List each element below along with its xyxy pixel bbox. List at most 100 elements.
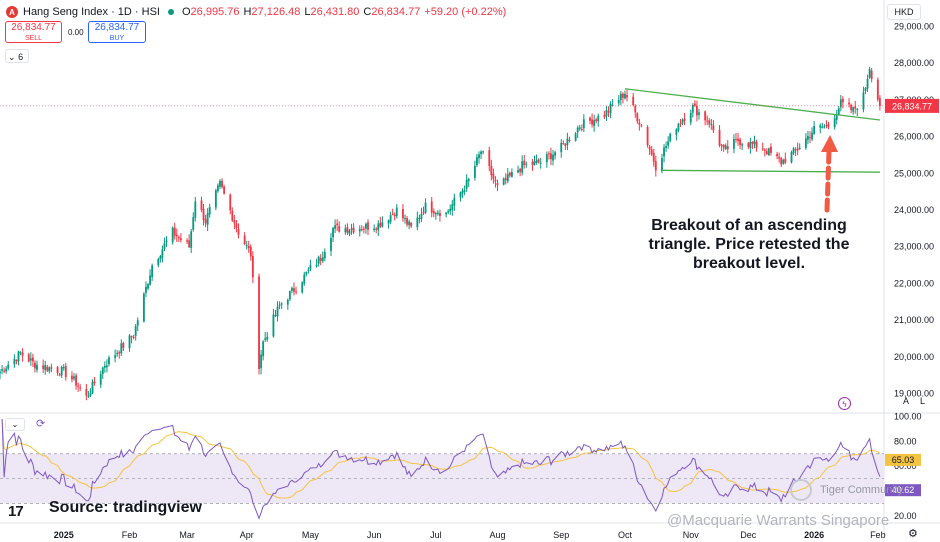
time-axis[interactable]: 2025 Feb Mar Apr May Jun Jul Aug Sep Oct Nov Dec 202… (54, 530, 886, 540)
candle-body (101, 367, 104, 374)
candle-body (27, 354, 30, 362)
candle-body (552, 154, 554, 161)
high-label: H (243, 6, 252, 18)
candle-body (735, 138, 737, 140)
candle-body (48, 367, 51, 372)
candle-body (607, 111, 610, 113)
candle-body (848, 102, 850, 105)
candle-body (574, 133, 577, 141)
candle-body (663, 147, 665, 157)
candle-body (251, 256, 254, 278)
indicators-toggle[interactable]: ⌄ 6 (5, 49, 29, 63)
candle-body (301, 282, 304, 293)
candle-body (609, 104, 612, 114)
candle-body (807, 135, 809, 140)
candle-body (504, 178, 507, 181)
price-axis[interactable]: 19,000.00 20,000.00 21,000.00 22,000.00 23,0… (0, 21, 939, 521)
candle-body (93, 381, 96, 384)
candle-body (654, 161, 657, 171)
candle-body (710, 123, 713, 125)
candle-body (506, 174, 509, 182)
candle-body (262, 341, 265, 357)
source-credit: Source: tradingview (49, 499, 202, 516)
candle-body (134, 326, 137, 336)
candle-body (393, 214, 396, 217)
exchange-logo-icon: A (6, 6, 18, 18)
time-tick-label: 2025 (54, 530, 74, 540)
arrow-shaft (824, 149, 832, 213)
trendline (624, 88, 880, 121)
candle-body (381, 222, 384, 226)
candle-body (365, 223, 367, 229)
last-price-tag (885, 98, 939, 113)
candle-body (677, 124, 680, 131)
candle-body (389, 215, 392, 222)
candle-body (336, 223, 339, 226)
close-value: 26,834.77 (371, 6, 421, 18)
candles (0, 66, 881, 401)
gear-icon[interactable]: ⚙ (908, 528, 918, 540)
candle-body (712, 125, 715, 131)
candle-body (416, 217, 419, 228)
candle-body (490, 165, 493, 175)
time-tick-label: May (302, 530, 320, 540)
candle-body (492, 173, 495, 179)
lightning-icon[interactable]: ϟ (838, 397, 851, 410)
candle-body (661, 158, 663, 172)
candle-body (619, 93, 622, 100)
candle-body (159, 256, 162, 260)
candle-body (233, 220, 236, 224)
low-value: 26,431.80 (310, 6, 360, 18)
candle-body (733, 139, 735, 149)
candle-body (422, 212, 425, 214)
candle-body (765, 151, 768, 155)
candle-body (295, 291, 297, 293)
candle-body (626, 95, 628, 98)
candle-body (747, 143, 750, 147)
rsi-pane (0, 418, 884, 520)
candle-body (128, 335, 131, 349)
candle-body (819, 125, 822, 128)
candle-body (724, 145, 727, 149)
high-value: 27,126.48 (251, 6, 301, 18)
candle-body (589, 117, 591, 121)
candle-body (260, 354, 263, 369)
candle-body (523, 160, 526, 165)
log-scale-button[interactable]: L (920, 396, 926, 406)
candle-body (862, 92, 865, 110)
close-label: C (363, 6, 372, 18)
candle-body (120, 343, 123, 354)
candle-body (494, 179, 497, 182)
candle-body (704, 111, 707, 121)
candle-body (171, 227, 174, 243)
candle-body (46, 366, 49, 371)
candle-body (0, 371, 1, 374)
candle-body (186, 240, 189, 242)
candle-body (796, 148, 799, 151)
symbol-title[interactable]: Hang Seng Index · 1D · HSI (23, 6, 160, 18)
rsi-ma-value: 65.03 (892, 455, 915, 465)
candle-body (698, 112, 700, 115)
candle-body (809, 137, 811, 139)
rsi-tick-label: 80.00 (894, 436, 917, 446)
candle-body (323, 251, 326, 259)
candle-body (194, 201, 197, 218)
time-tick-label: Jul (430, 530, 442, 540)
candle-body (554, 152, 556, 156)
sell-button[interactable]: 26,834.77 SELL (5, 21, 62, 43)
candle-body (876, 79, 879, 100)
candle-body (223, 186, 226, 194)
currency-button[interactable]: HKD (887, 4, 921, 20)
candle-body (276, 306, 279, 317)
candle-body (798, 147, 801, 150)
auto-scale-button[interactable]: A (903, 396, 910, 406)
candle-body (77, 385, 80, 387)
buy-button[interactable]: 26,834.77 BUY (88, 21, 146, 43)
candle-body (64, 366, 67, 378)
candle-body (463, 190, 466, 192)
candle-body (377, 223, 380, 231)
candle-body (537, 159, 540, 163)
rsi-collapse-toggle[interactable]: ⌄ (5, 418, 25, 431)
rsi-settings-icon[interactable]: ⟳ (36, 418, 46, 430)
